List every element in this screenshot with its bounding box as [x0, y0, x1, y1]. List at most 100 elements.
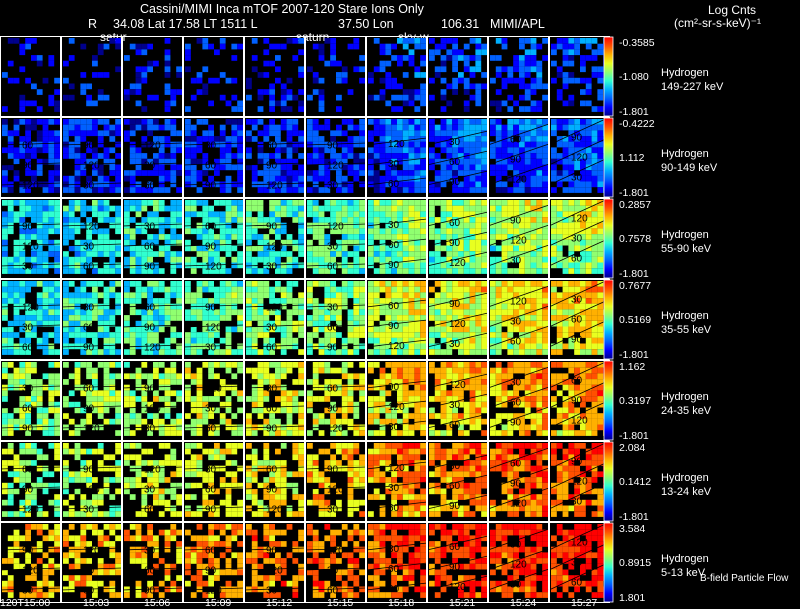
heatmap-cell	[280, 222, 287, 229]
heatmap-cell	[246, 217, 252, 223]
heatmap-cell	[307, 153, 313, 159]
heatmap-cell	[585, 205, 592, 212]
heatmap-cell	[440, 286, 447, 293]
heatmap-cell	[115, 43, 121, 50]
heatmap-cell	[219, 141, 226, 148]
heatmap-cell	[556, 119, 563, 125]
heatmap-cell	[429, 164, 435, 171]
heatmap-cell	[452, 43, 458, 50]
heatmap-cell	[379, 262, 386, 269]
heatmap-cell	[524, 407, 531, 414]
heatmap-cell	[54, 390, 60, 397]
heatmap-cell	[551, 170, 557, 176]
contour-line	[121, 142, 184, 146]
heatmap-cell	[408, 136, 415, 142]
heatmap-cell	[481, 170, 487, 176]
heatmap-cell	[36, 401, 43, 408]
heatmap-cell	[368, 251, 374, 257]
heatmap-cell	[341, 349, 348, 355]
heatmap-cell	[164, 367, 171, 374]
heatmap-cell	[495, 187, 502, 193]
heatmap-cell	[129, 158, 136, 165]
heatmap-cell	[109, 164, 116, 171]
heatmap-cell	[585, 320, 592, 327]
contour-line	[121, 223, 184, 227]
heatmap-cell	[475, 286, 482, 293]
heatmap-cell	[373, 268, 380, 274]
heatmap-cell	[542, 268, 548, 274]
heatmap-cell	[446, 83, 453, 90]
heatmap-cell	[31, 332, 37, 338]
heatmap-cell	[225, 228, 232, 235]
heatmap-cell	[231, 200, 238, 206]
heatmap-cell	[307, 349, 313, 355]
heatmap-cell	[324, 309, 331, 316]
heatmap-cell	[408, 153, 415, 159]
heatmap-cell	[324, 367, 331, 374]
contour-label: 90	[571, 335, 583, 346]
heatmap-cell	[562, 60, 569, 67]
heatmap-cell	[48, 320, 55, 327]
heatmap-cell	[153, 418, 159, 425]
heatmap-cell	[353, 136, 360, 142]
heatmap-cell	[408, 181, 415, 188]
contour-label: 120	[144, 140, 161, 151]
heatmap-cell	[324, 205, 331, 212]
heatmap-cell	[269, 418, 275, 425]
heatmap-cell	[42, 292, 49, 299]
heatmap-cell	[347, 200, 354, 206]
heatmap-cell	[36, 60, 43, 67]
heatmap-cell	[80, 326, 87, 333]
heatmap-cell	[124, 315, 130, 321]
heatmap-cell	[103, 175, 110, 182]
heatmap-cell	[481, 326, 487, 333]
heatmap-cell	[19, 200, 26, 206]
contour-label: 120	[205, 261, 222, 272]
heatmap-cell	[153, 60, 159, 67]
heatmap-cell	[158, 373, 165, 380]
contour-line	[0, 385, 62, 389]
heatmap-cell	[68, 130, 75, 137]
heatmap-cell	[48, 170, 55, 176]
heatmap-cell	[530, 181, 537, 188]
contour-label: 90	[449, 177, 461, 188]
heatmap-cell	[391, 373, 397, 380]
contour-label: 120	[327, 423, 344, 434]
heatmap-cell	[307, 124, 313, 131]
heatmap-cell	[556, 326, 563, 333]
heatmap-cell	[109, 390, 116, 397]
heatmap-cell	[36, 315, 43, 321]
heatmap-cell	[153, 320, 159, 327]
heatmap-cell	[475, 119, 482, 125]
heatmap-cell	[68, 119, 75, 125]
heatmap-cell	[97, 175, 104, 182]
heatmap-panel	[2, 38, 60, 112]
heatmap-cell	[591, 106, 598, 112]
heatmap-cell	[490, 303, 496, 310]
heatmap-cell	[318, 77, 325, 84]
heatmap-cell	[275, 326, 281, 333]
heatmap-cell	[524, 211, 531, 218]
heatmap-cell	[286, 309, 293, 316]
heatmap-cell	[397, 200, 403, 206]
heatmap-cell	[257, 326, 264, 333]
heatmap-cell	[585, 262, 592, 269]
heatmap-cell	[542, 158, 548, 165]
heatmap-cell	[31, 181, 37, 188]
heatmap-cell	[237, 43, 243, 50]
heatmap-cell	[13, 309, 20, 316]
heatmap-cell	[434, 343, 441, 350]
heatmap-cell	[501, 292, 508, 299]
heatmap-cell	[196, 38, 203, 44]
heatmap-cell	[292, 390, 299, 397]
heatmap-cell	[556, 245, 563, 252]
heatmap-cell	[2, 124, 8, 131]
heatmap-cell	[347, 222, 354, 229]
heatmap-cell	[481, 286, 487, 293]
heatmap-cell	[519, 256, 525, 263]
heatmap-cell	[7, 281, 14, 287]
heatmap-cell	[501, 309, 508, 316]
panel-border	[366, 198, 427, 279]
heatmap-cell	[530, 396, 537, 402]
heatmap-cell	[170, 170, 177, 176]
